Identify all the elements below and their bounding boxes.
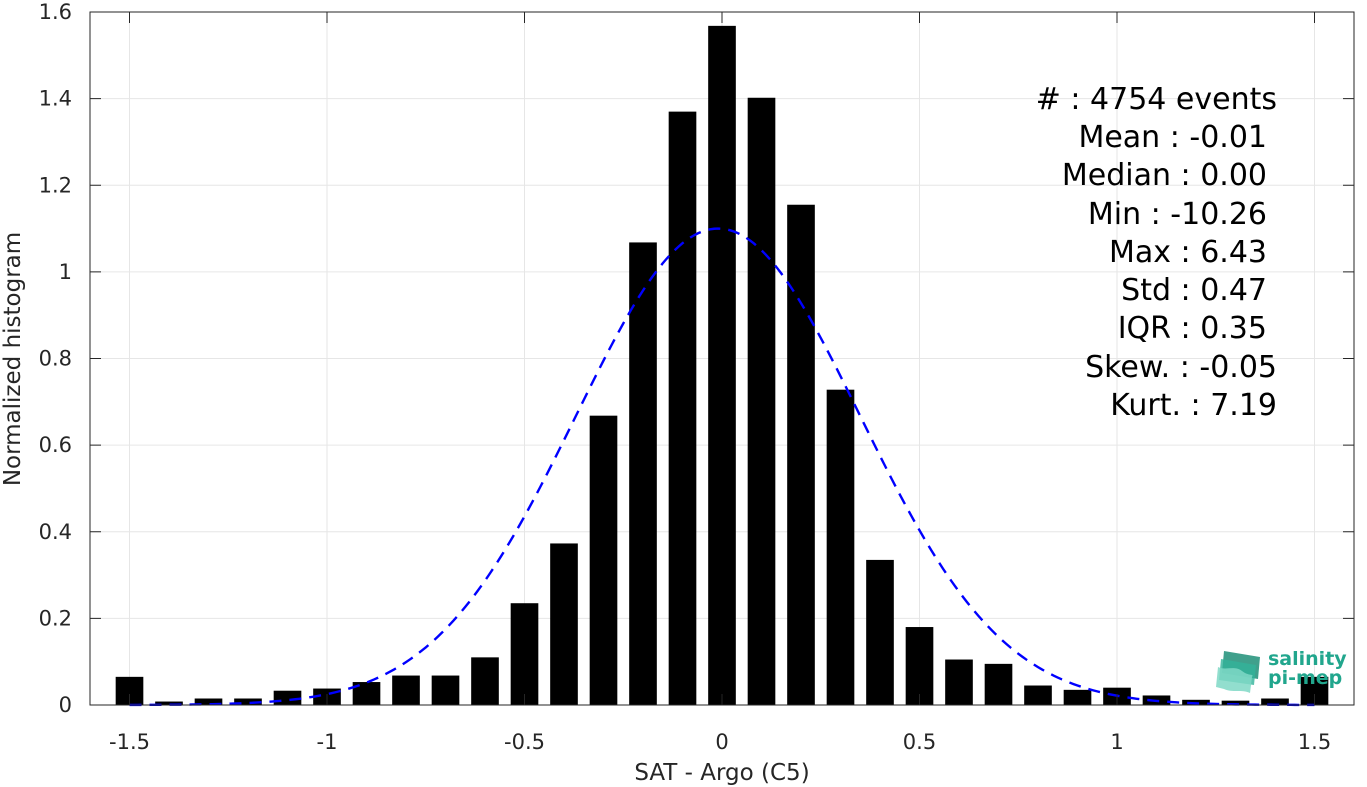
y-tick-label: 0.6 <box>39 433 72 457</box>
y-tick-label: 0.2 <box>39 606 72 630</box>
stats-count: # : 4754 events <box>1036 82 1277 117</box>
histogram-bar <box>1221 700 1250 705</box>
histogram-bar <box>589 415 618 705</box>
histogram-bar <box>194 698 223 705</box>
histogram-bar <box>866 559 894 705</box>
stats-box: # : 4754 events Mean : -0.01 Median : 0.… <box>1036 82 1277 423</box>
histogram-bar <box>352 682 381 705</box>
histogram-bar <box>668 111 697 705</box>
x-tick-labels: -1.5 -1 -0.5 0 0.5 1 1.5 <box>109 730 1331 754</box>
x-tick-label: 0 <box>715 730 728 754</box>
stats-skew: Skew. : -0.05 <box>1085 350 1277 385</box>
histogram-bar <box>550 543 578 705</box>
logo-line-1: salinity <box>1268 648 1347 670</box>
salinity-pimep-logo: salinity pi-mep <box>1216 645 1348 695</box>
y-tick-label: 1.4 <box>39 87 72 111</box>
stats-min: Min : -10.26 <box>1088 197 1267 232</box>
logo-line-2: pi-mep <box>1268 667 1343 689</box>
histogram-bar <box>708 25 736 706</box>
histogram-bar <box>1261 698 1289 705</box>
y-axis-title: Normalized histogram <box>0 232 26 486</box>
x-tick-label: 1.5 <box>1298 730 1331 754</box>
histogram-bar <box>747 97 776 706</box>
x-tick-label: 0.5 <box>903 730 936 754</box>
y-tick-labels: 0 0.2 0.4 0.6 0.8 1 1.2 1.4 1.6 <box>39 0 72 717</box>
y-tick-label: 0.4 <box>39 520 72 544</box>
histogram-bar <box>905 627 934 705</box>
stats-iqr: IQR : 0.35 <box>1118 311 1267 346</box>
wave-layers-icon <box>1216 651 1260 693</box>
histogram-bar <box>1024 685 1052 705</box>
x-tick-label: -1 <box>317 730 338 754</box>
histogram-bar <box>155 701 183 705</box>
histogram-bar <box>945 659 973 705</box>
histogram-bar <box>826 389 855 705</box>
histogram-bar <box>431 675 460 705</box>
histogram-bar <box>510 603 539 705</box>
stats-kurt: Kurt. : 7.19 <box>1110 388 1277 423</box>
histogram-bars <box>115 25 1329 706</box>
y-tick-label: 0.8 <box>39 347 72 371</box>
y-tick-label: 0 <box>59 693 72 717</box>
x-tick-label: 1 <box>1110 730 1123 754</box>
histogram-bar <box>234 698 262 705</box>
histogram-bar <box>471 657 499 705</box>
histogram-bar <box>392 675 420 705</box>
stats-median: Median : 0.00 <box>1062 158 1267 193</box>
y-tick-label: 1 <box>59 260 72 284</box>
histogram-bar <box>629 242 657 706</box>
x-tick-label: -0.5 <box>504 730 545 754</box>
axis-ticks <box>90 11 1354 706</box>
histogram-bar <box>787 204 815 705</box>
y-tick-label: 1.2 <box>39 173 72 197</box>
histogram-bar <box>1063 689 1092 705</box>
stats-std: Std : 0.47 <box>1121 273 1267 308</box>
x-tick-label: -1.5 <box>109 730 150 754</box>
histogram-bar <box>984 663 1013 705</box>
stats-max: Max : 6.43 <box>1109 235 1267 270</box>
x-axis-title: SAT - Argo (C5) <box>634 760 809 786</box>
stats-mean: Mean : -0.01 <box>1078 120 1267 155</box>
y-tick-label: 1.6 <box>39 0 72 24</box>
